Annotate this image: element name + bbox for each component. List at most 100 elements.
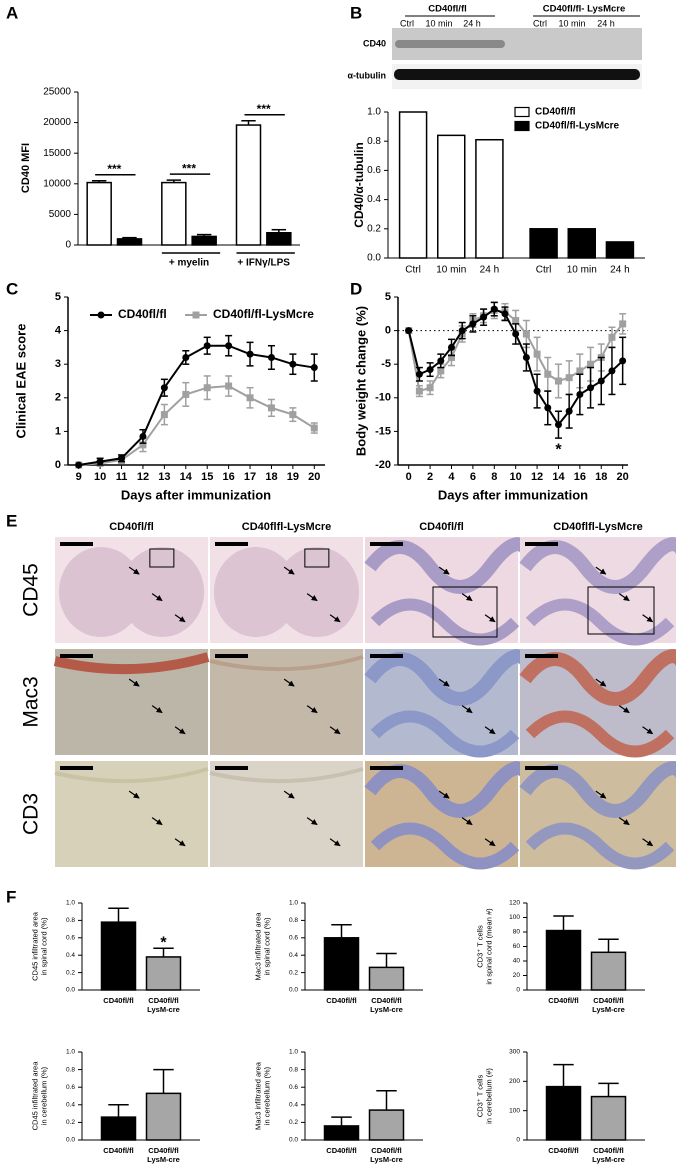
blot-lane-label: 24 h — [463, 18, 481, 28]
y-axis-label: CD3⁺ T cellsin cerebellum (#) — [475, 1068, 493, 1124]
y-tick-label: 20000 — [43, 117, 71, 128]
x-tick-label-line: LysM-cre — [592, 1005, 625, 1014]
scale-bar — [525, 542, 558, 546]
blot-lane-label: Ctrl — [400, 18, 414, 28]
y-tick-label: 0.0 — [289, 987, 298, 994]
panel-label: C — [6, 279, 18, 298]
bar — [235, 124, 262, 246]
arrow — [306, 593, 318, 602]
fold — [525, 710, 675, 758]
arrow — [438, 678, 450, 687]
x-tick-label-line: CD40fl/fl — [103, 996, 133, 1005]
x-tick-label: 12 — [137, 471, 149, 483]
x-tick-label: CD40fl/fl — [103, 996, 133, 1005]
marker — [554, 377, 562, 385]
x-tick-label: CD40fl/fl LysM-cre — [370, 1146, 403, 1164]
arrow — [128, 678, 140, 687]
x-tick-label: CD40fl/fl — [326, 996, 356, 1005]
arrow — [461, 593, 473, 602]
y-tick-label: 0.4 — [66, 952, 75, 959]
blot-row-label: α-tubulin — [347, 70, 386, 80]
arrow — [484, 838, 496, 847]
scale-bar — [525, 654, 558, 658]
x-tick-label: CD40fl/fl — [548, 996, 578, 1005]
y-tick-label: 4 — [55, 325, 62, 337]
x-tick-label: CD40fl/fl LysM-cre — [370, 996, 403, 1014]
y-tick-label: 20 — [513, 972, 521, 979]
x-tick-label-line: CD40fl/fl — [548, 996, 578, 1005]
fold — [370, 710, 520, 758]
y-tick-label: 200 — [509, 1078, 520, 1085]
marker — [544, 370, 552, 378]
y-tick-label: 15000 — [43, 148, 71, 159]
x-tick-label-line: LysM-cre — [147, 1155, 180, 1164]
y-tick-label: 300 — [509, 1049, 520, 1056]
x-tick-label: 11 — [116, 471, 128, 483]
panel-label: B — [350, 3, 362, 22]
y-axis-label-line: Mac3 infiltrated area — [253, 912, 262, 981]
bar — [605, 241, 635, 259]
x-tick-label: 18 — [265, 471, 277, 483]
y-tick-label: 80 — [513, 929, 521, 936]
y-axis-label-line: in spinal cord (mean #) — [484, 908, 493, 985]
row-label: CD3 — [20, 793, 43, 835]
marker — [533, 387, 541, 395]
y-tick-label: 2 — [55, 392, 61, 404]
y-axis-label: Clinical EAE score — [13, 324, 28, 439]
tissue — [209, 655, 364, 672]
marker — [490, 305, 498, 313]
arrow — [461, 817, 473, 826]
legend-marker — [192, 311, 200, 319]
x-tick-label: 15 — [201, 471, 213, 483]
x-tick-label: CD40fl/fl — [548, 1146, 578, 1155]
x-tick-label: 10 min — [567, 265, 597, 276]
marker — [203, 342, 211, 350]
blot-lane-label: Ctrl — [533, 18, 547, 28]
arrow — [151, 593, 163, 602]
arrow — [283, 678, 295, 687]
x-tick-label: CD40fl/fl LysM-cre — [592, 996, 625, 1014]
y-tick-label: 0.2 — [367, 223, 381, 234]
bar — [368, 966, 405, 991]
tissue — [54, 767, 209, 784]
x-tick-label: 19 — [287, 471, 299, 483]
bar — [475, 138, 504, 259]
marker — [608, 333, 616, 341]
panel-label: E — [6, 511, 17, 530]
bar — [116, 238, 143, 246]
scale-bar — [370, 542, 403, 546]
arrow — [151, 817, 163, 826]
y-tick-label: 1.0 — [66, 900, 75, 907]
x-tick-label: 16 — [223, 471, 235, 483]
column-label: CD40flfl-LysMcre — [242, 521, 331, 533]
arrow — [306, 817, 318, 826]
marker — [267, 404, 275, 412]
blot-cd40-band — [395, 40, 505, 48]
arrow — [329, 838, 341, 847]
y-axis-label: Body weight change (%) — [353, 306, 368, 456]
arrow — [151, 705, 163, 714]
arrow — [595, 566, 607, 575]
bar — [545, 1085, 582, 1141]
arrow — [595, 790, 607, 799]
arrow — [642, 614, 654, 623]
y-tick-label: 5 — [385, 291, 391, 303]
column-label: CD40fl/fl — [109, 521, 154, 533]
arrow — [174, 838, 186, 847]
bar — [323, 937, 360, 991]
blot-group-label: CD40fl/fl- LysMcre — [543, 4, 626, 15]
marker — [544, 404, 552, 412]
y-tick-label: 120 — [509, 900, 520, 907]
arrow — [618, 593, 630, 602]
bar — [545, 929, 582, 991]
annotation: * — [160, 934, 167, 951]
x-tick-label-line: CD40fl/fl — [148, 996, 178, 1005]
y-tick-label: 0.8 — [66, 917, 75, 924]
y-tick-label: 0.4 — [289, 952, 298, 959]
y-tick-label: 0.2 — [66, 969, 75, 976]
bar — [161, 181, 187, 246]
y-tick-label: -15 — [375, 425, 391, 437]
x-tick-label: CD40fl/fl LysM-cre — [592, 1146, 625, 1164]
bar — [100, 1116, 137, 1141]
